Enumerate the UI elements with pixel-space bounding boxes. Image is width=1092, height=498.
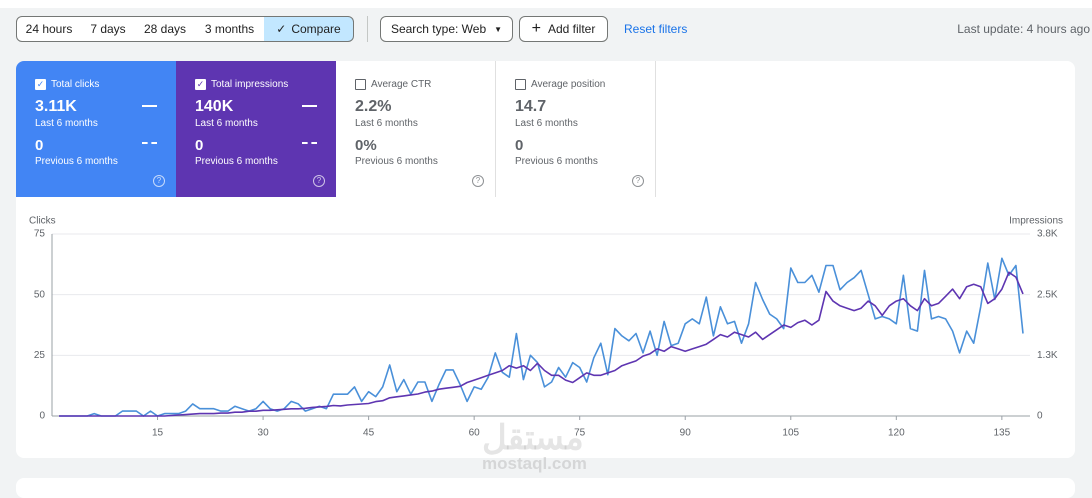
help-icon[interactable]: ?	[153, 175, 165, 187]
x-tick-label: 75	[574, 428, 586, 439]
series-line	[59, 271, 1024, 417]
metric-prev-period: Previous 6 months	[35, 156, 118, 167]
dash-icon	[302, 142, 317, 144]
y2-axis-title: Impressions	[1009, 216, 1063, 227]
compare-label: Compare	[291, 22, 341, 36]
y-tick-label: 50	[34, 289, 46, 300]
metric-label: Average CTR	[371, 79, 432, 90]
x-tick-label: 15	[152, 428, 164, 439]
y-tick-label: 75	[34, 229, 46, 240]
y2-tick-label: 3.8K	[1037, 229, 1058, 240]
add-filter-label: Add filter	[547, 22, 596, 36]
metric-value: 2.2%	[355, 98, 392, 115]
range-button[interactable]: 3 months	[195, 16, 265, 42]
search-type-button[interactable]: Search type: Web ▼	[380, 16, 513, 42]
watermark: mostaql.com	[482, 454, 587, 473]
compare-button[interactable]: ✓ Compare	[264, 16, 354, 42]
add-filter-button[interactable]: + Add filter	[519, 16, 608, 42]
metric-card[interactable]: ✓ Total impressions 140K Last 6 months 0 Prev…	[176, 61, 336, 197]
watermark: مستقل	[482, 419, 584, 457]
plus-icon: +	[531, 20, 541, 37]
range-button[interactable]: 7 days	[81, 16, 136, 42]
check-icon: ✓	[276, 22, 287, 36]
metric-value: 3.11K	[35, 98, 77, 115]
metric-label-row: Average position	[515, 79, 655, 90]
last-update: Last update: 4 hours ago	[957, 22, 1090, 36]
metric-prev-value: 0	[195, 137, 204, 154]
metric-prev-period: Previous 6 months	[195, 156, 278, 167]
checkbox[interactable]: ✓	[195, 79, 206, 90]
series-line	[59, 257, 1024, 417]
line-icon	[302, 105, 317, 107]
y-tick-label: 25	[34, 350, 46, 361]
metric-card[interactable]: ✓ Total clicks 3.11K Last 6 months 0 Previous…	[16, 61, 176, 197]
metric-label-row: Average CTR	[355, 79, 495, 90]
checkbox[interactable]: ✓	[35, 79, 46, 90]
line-icon	[142, 105, 157, 107]
help-icon[interactable]: ?	[632, 175, 644, 187]
metric-label: Total impressions	[211, 79, 289, 90]
x-tick-label: 120	[888, 428, 905, 439]
x-tick-label: 105	[782, 428, 799, 439]
checkbox[interactable]	[515, 79, 526, 90]
range-button[interactable]: 24 hours	[16, 16, 82, 42]
x-tick-label: 60	[469, 428, 481, 439]
x-tick-label: 135	[994, 428, 1011, 439]
search-type-label: Search type: Web	[390, 22, 487, 36]
metric-label: Average position	[531, 79, 606, 90]
range-button[interactable]: 28 days	[135, 16, 196, 42]
metric-period: Last 6 months	[195, 118, 258, 129]
chart: Clicks Impressions 0 25 50 75 0 1.3K 2.5K 3.8K 15 3…	[29, 216, 1063, 439]
dropdown-icon: ▼	[494, 24, 503, 34]
checkbox[interactable]	[355, 79, 366, 90]
metric-prev-value: 0%	[355, 137, 377, 154]
metric-label: Total clicks	[51, 79, 100, 90]
metric-prev-period: Previous 6 months	[515, 156, 598, 167]
metric-card[interactable]: Average position 14.7 Last 6 months 0 Previo…	[496, 61, 656, 197]
x-tick-label: 45	[363, 428, 375, 439]
metric-value: 14.7	[515, 98, 547, 115]
y-axis-title: Clicks	[29, 216, 56, 227]
help-icon[interactable]: ?	[313, 175, 325, 187]
metric-period: Last 6 months	[355, 118, 418, 129]
metric-label-row: ✓ Total impressions	[195, 79, 336, 90]
metric-label-row: ✓ Total clicks	[35, 79, 176, 90]
metric-prev-period: Previous 6 months	[355, 156, 438, 167]
y2-tick-label: 1.3K	[1037, 350, 1058, 361]
divider	[367, 16, 368, 42]
reset-filters[interactable]: Reset filters	[624, 22, 688, 36]
metric-period: Last 6 months	[35, 118, 98, 129]
metric-value: 140K	[195, 98, 234, 115]
next-card	[16, 478, 1075, 498]
x-tick-label: 90	[680, 428, 692, 439]
metric-period: Last 6 months	[515, 118, 578, 129]
y2-tick-label: 0	[1037, 411, 1043, 422]
metric-card[interactable]: Average CTR 2.2% Last 6 months 0% Previous 6…	[336, 61, 496, 197]
y-tick-label: 0	[39, 411, 45, 422]
x-tick-label: 30	[258, 428, 270, 439]
dash-icon	[142, 142, 157, 144]
metric-prev-value: 0	[515, 137, 524, 154]
y2-tick-label: 2.5K	[1037, 289, 1058, 300]
top-strip	[0, 0, 1092, 8]
metric-prev-value: 0	[35, 137, 44, 154]
help-icon[interactable]: ?	[472, 175, 484, 187]
